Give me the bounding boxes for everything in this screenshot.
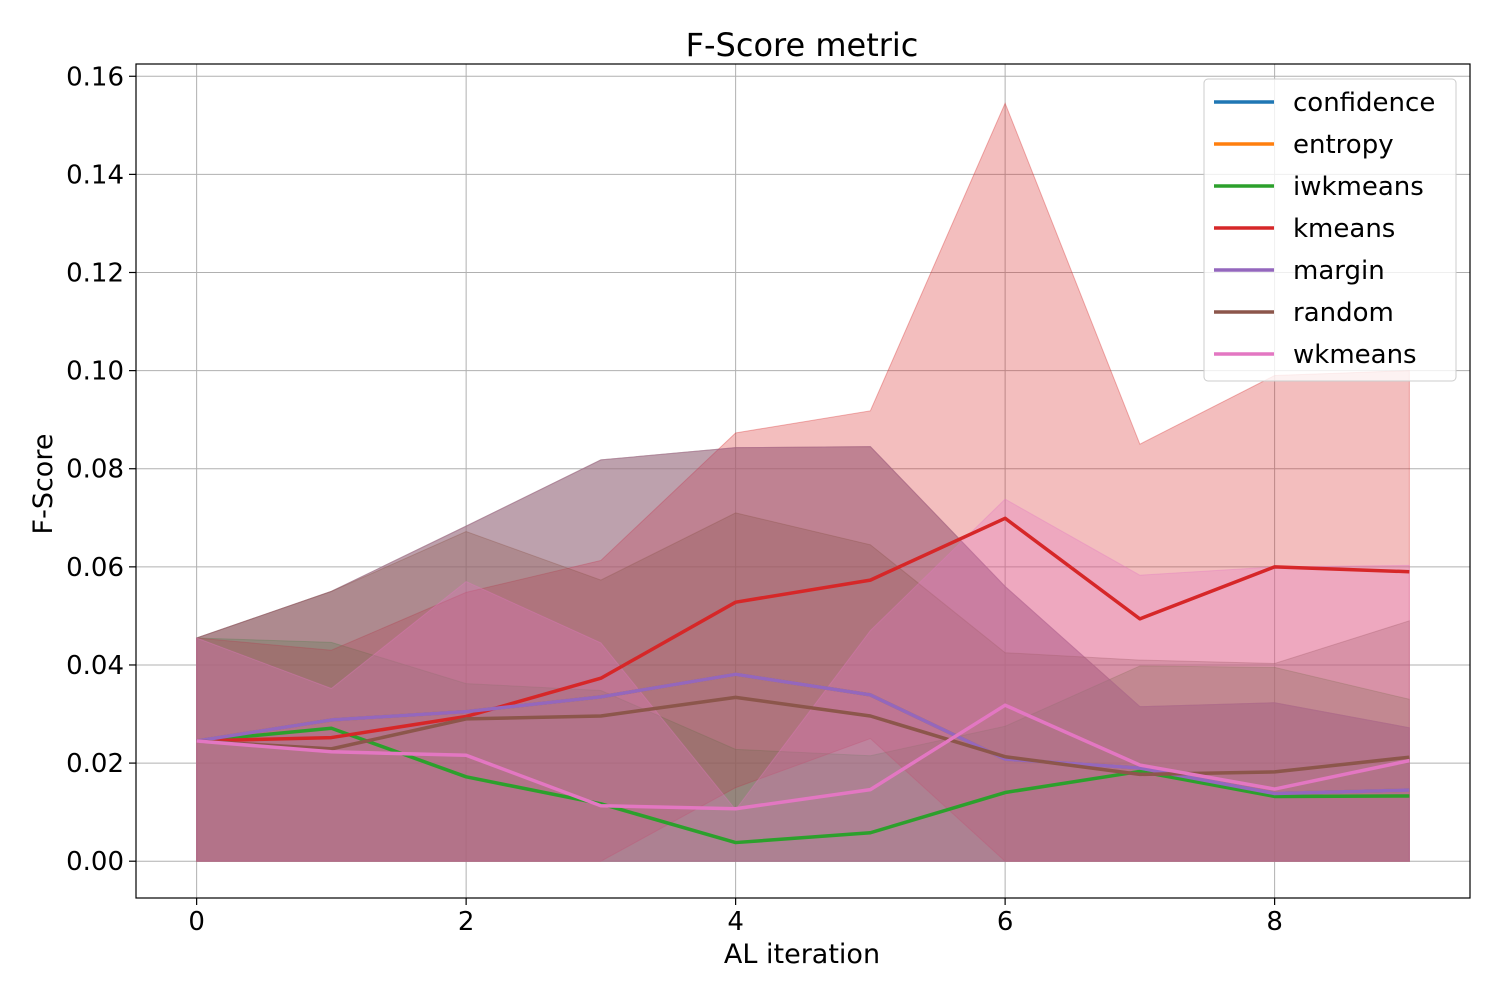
y-tick-label: 0.12 — [66, 259, 124, 289]
confidence-band — [196, 446, 1410, 862]
x-tick-label: 2 — [458, 907, 475, 937]
y-axis-ticks: 0.00 0.02 0.04 0.06 0.08 0.10 0.12 0.14 0.16 — [66, 62, 136, 877]
margin-band — [196, 446, 1410, 862]
y-tick-label: 0.08 — [66, 455, 124, 485]
y-tick-label: 0.10 — [66, 357, 124, 387]
random-line — [196, 695, 1410, 777]
confidence-bands — [196, 101, 1410, 862]
y-tick-label: 0.02 — [66, 749, 124, 779]
x-axis-ticks: 0 2 4 6 8 — [188, 898, 1283, 937]
y-tick-label: 0.04 — [66, 651, 124, 681]
y-axis-label: F-Score — [28, 434, 59, 535]
chart-title: F-Score metric — [686, 26, 919, 64]
legend-label-iwkmeans: iwkmeans — [1293, 172, 1424, 202]
legend-box — [1203, 78, 1457, 382]
margin-line — [196, 672, 1410, 796]
y-tick-label: 0.14 — [66, 160, 124, 190]
x-tick-label: 8 — [1266, 907, 1283, 937]
y-tick-label: 0.16 — [66, 62, 124, 92]
legend-label-confidence: confidence — [1293, 88, 1435, 118]
x-tick-label: 0 — [188, 907, 205, 937]
y-tick-label: 0.06 — [66, 553, 124, 583]
x-tick-label: 6 — [997, 907, 1014, 937]
x-tick-label: 4 — [727, 907, 744, 937]
kmeans-line — [196, 516, 1410, 743]
entropy-band — [196, 446, 1410, 862]
x-axis-label: AL iteration — [724, 939, 880, 970]
kmeans-band — [196, 101, 1410, 862]
plot-frame — [135, 63, 1471, 899]
legend-label-kmeans: kmeans — [1293, 214, 1395, 244]
series-lines — [196, 516, 1410, 845]
legend: confidence entropy iwkmeans kmeans margin ran… — [1203, 78, 1457, 382]
legend-label-margin: margin — [1293, 256, 1385, 286]
wkmeans-line — [196, 703, 1410, 811]
random-band — [196, 512, 1410, 862]
legend-label-wkmeans: wkmeans — [1293, 340, 1417, 370]
legend-label-entropy: entropy — [1293, 130, 1394, 160]
y-tick-label: 0.00 — [66, 847, 124, 877]
legend-label-random: random — [1293, 298, 1394, 328]
